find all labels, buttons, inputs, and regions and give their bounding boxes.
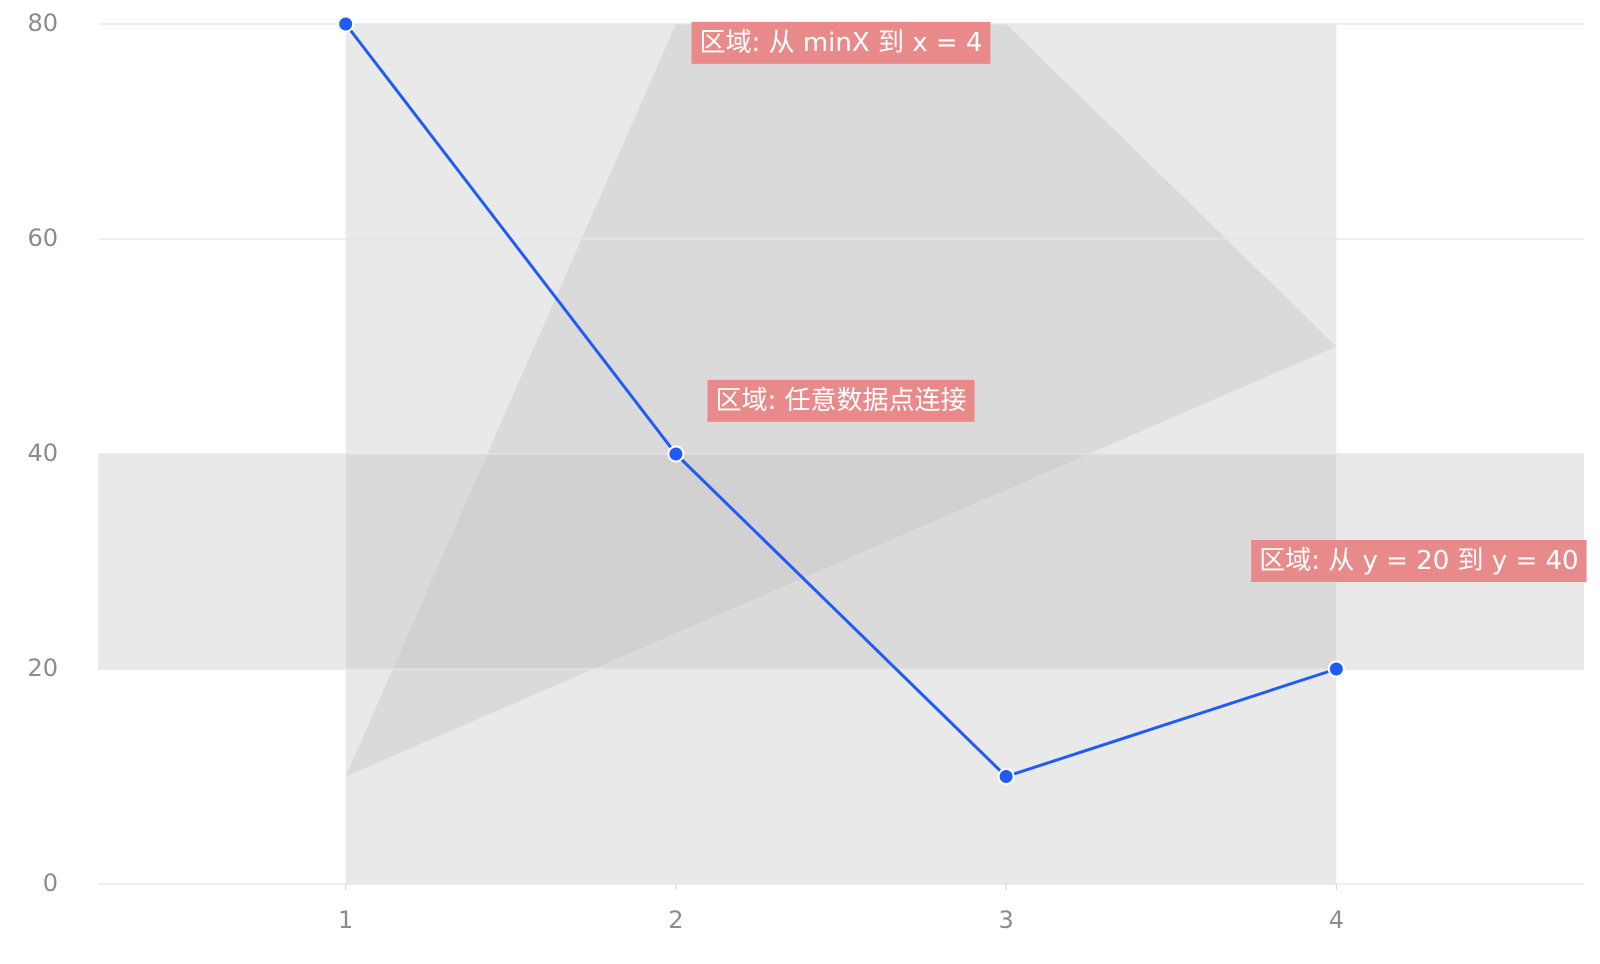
annotation-label: 区域: 从 y = 20 到 y = 40 (1251, 540, 1587, 582)
annotation-label-text: 区域: 任意数据点连接 (715, 386, 966, 416)
data-point (1327, 660, 1345, 678)
data-point (997, 768, 1015, 785)
annotation-label: 区域: 任意数据点连接 (707, 379, 975, 422)
x-tick-label: 1 (338, 906, 353, 934)
annotation-label-text: 区域: 从 minX 到 x = 4 (700, 28, 983, 58)
series-layer (337, 15, 1345, 785)
data-point (667, 445, 685, 463)
x-tick-label: 2 (668, 906, 683, 934)
annotation-label-bg (691, 21, 991, 64)
y-tick-label: 80 (27, 9, 58, 37)
annotation-label-text: 区域: 从 y = 20 到 y = 40 (1259, 546, 1578, 576)
axis-layer: 0 20 40 60 80 1 2 3 4 (27, 9, 1344, 934)
series-line (344, 23, 1337, 778)
y-tick-label: 60 (27, 224, 58, 252)
annotation-label: 区域: 从 minX 到 x = 4 (691, 21, 991, 64)
annotation-label-bg (1251, 540, 1587, 582)
data-point (337, 15, 355, 33)
y-tick-label: 0 (43, 869, 58, 897)
annotation-label-bg (707, 379, 975, 422)
x-tick-label: 3 (998, 906, 1013, 934)
x-tick-label: 4 (1329, 906, 1344, 934)
y-tick-label: 40 (27, 439, 58, 467)
y-tick-label: 20 (27, 654, 58, 682)
